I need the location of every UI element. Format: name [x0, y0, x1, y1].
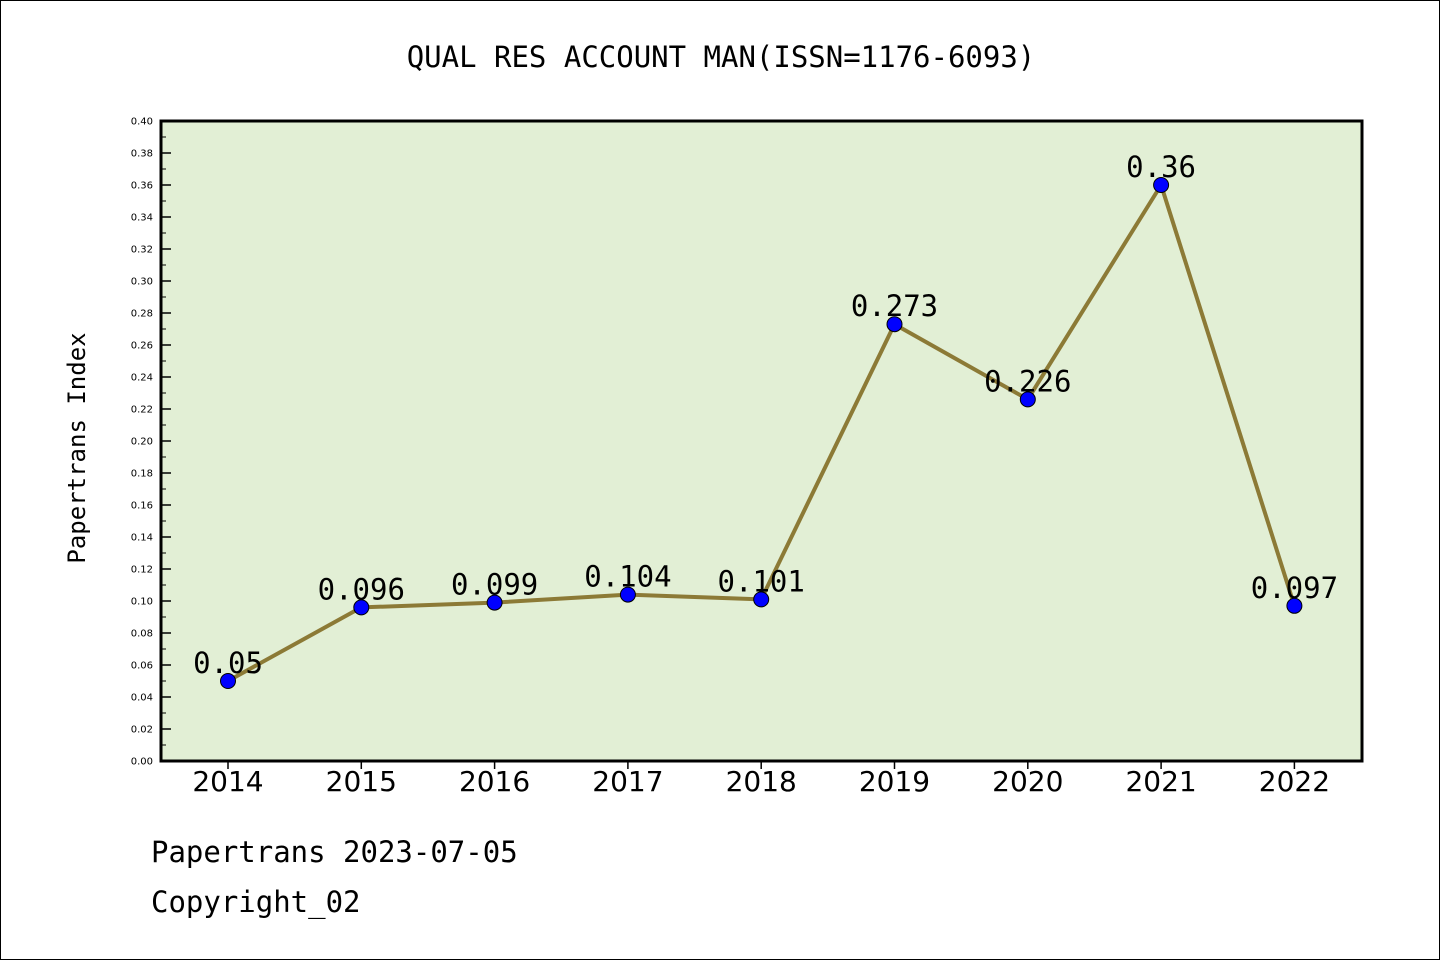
- y-tick-label: 0.22: [131, 405, 153, 416]
- y-tick-label: 0.16: [131, 501, 153, 512]
- data-label: 0.097: [1251, 571, 1338, 605]
- y-tick-label: 0.24: [131, 373, 153, 384]
- data-label: 0.36: [1126, 150, 1196, 184]
- footer-date-label: Papertrans 2023-07-05: [151, 835, 518, 869]
- data-point: [1019, 391, 1036, 408]
- x-tick-label: 2019: [859, 765, 930, 798]
- y-axis: 0.00 0.02 0.04 0.06 0.08 0.10 0.12 0.14 0.16 0.18…: [131, 117, 171, 768]
- y-tick-label: 0.14: [131, 533, 153, 544]
- footer-copyright-label: Copyright_02: [151, 885, 361, 919]
- y-tick-label: 0.00: [131, 757, 153, 768]
- y-tick-label: 0.04: [131, 693, 153, 704]
- y-axis-label: Papertrans Index: [63, 332, 91, 563]
- y-tick-label: 0.34: [131, 213, 153, 224]
- data-label: 0.099: [451, 568, 538, 602]
- data-label: 0.226: [984, 364, 1071, 398]
- data-label: 0.104: [584, 560, 671, 594]
- data-point: [486, 594, 503, 611]
- x-tick-label: 2020: [992, 765, 1063, 798]
- x-tick-label: 2014: [192, 765, 263, 798]
- y-tick-label: 0.18: [131, 469, 153, 480]
- data-point: [886, 316, 903, 333]
- y-tick-label: 0.20: [131, 437, 153, 448]
- chart-title: QUAL RES ACCOUNT MAN(ISSN=1176-6093): [407, 40, 1036, 74]
- data-point: [220, 673, 236, 689]
- data-point: [1286, 597, 1303, 614]
- x-tick-label: 2021: [1125, 765, 1196, 798]
- y-tick-label: 0.32: [131, 245, 153, 256]
- y-tick-label: 0.38: [131, 149, 153, 160]
- data-point: [753, 591, 770, 608]
- data-markers: [220, 177, 1303, 689]
- data-label: 0.05: [193, 646, 263, 680]
- x-axis: 2014 2015 2016 2017 2018 2019 2020 2021 2022: [192, 761, 1330, 798]
- data-point: [1153, 177, 1170, 193]
- y-tick-label: 0.30: [131, 277, 153, 288]
- x-tick-label: 2022: [1259, 765, 1330, 798]
- data-labels: 0.05 0.096 0.099 0.104 0.101 0.273 0.226 0.36 0.…: [193, 150, 1338, 680]
- plot-area: [161, 121, 1362, 761]
- y-tick-label: 0.08: [131, 629, 153, 640]
- y-tick-label: 0.02: [131, 725, 153, 736]
- x-tick-label: 2017: [592, 765, 663, 798]
- y-tick-label: 0.28: [131, 309, 153, 320]
- data-point: [353, 599, 370, 616]
- x-tick-label: 2016: [459, 765, 530, 798]
- x-tick-label: 2018: [726, 765, 797, 798]
- data-label: 0.096: [318, 572, 405, 606]
- data-label: 0.273: [851, 289, 938, 323]
- y-tick-label: 0.40: [131, 117, 153, 128]
- y-tick-label: 0.10: [131, 597, 153, 608]
- y-tick-label: 0.12: [131, 565, 153, 576]
- x-tick-label: 2015: [326, 765, 397, 798]
- data-label: 0.101: [718, 564, 805, 598]
- y-tick-label: 0.26: [131, 341, 153, 352]
- y-tick-label: 0.06: [131, 661, 153, 672]
- data-point: [619, 586, 636, 603]
- y-tick-label: 0.36: [131, 181, 153, 192]
- plot-border: [159, 119, 1364, 763]
